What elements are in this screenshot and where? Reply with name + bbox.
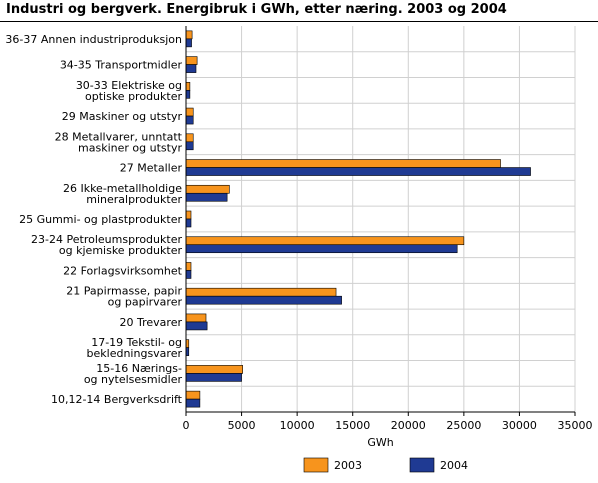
- category-label: 22 Forlagsvirksomhet: [63, 264, 183, 277]
- bar-2004: [185, 115, 194, 125]
- category-label: 15-16 Nærings-: [96, 362, 182, 375]
- bar-2004: [185, 64, 197, 73]
- category-label: og nytelsesmidler: [84, 373, 183, 386]
- bar-2004: [185, 38, 192, 48]
- bar-2004: [185, 141, 194, 151]
- legend-swatch-2003: [303, 457, 329, 473]
- bar-2004: [185, 321, 208, 331]
- chart-title: Industri og bergverk. Energibruk i GWh, …: [6, 2, 507, 17]
- bar-2003: [185, 365, 243, 374]
- category-label: 34-35 Transportmidler: [60, 59, 183, 72]
- x-tick-label: 15000: [335, 419, 370, 432]
- legend-label-2004: 2004: [440, 459, 468, 472]
- category-label: bekledningsvarer: [87, 347, 183, 360]
- bar-2004: [185, 270, 192, 279]
- category-label: 20 Trevarer: [120, 316, 183, 329]
- bars: [185, 30, 531, 408]
- category-label: 17-19 Tekstil- og: [91, 336, 182, 349]
- category-label: mineralprodukter: [86, 193, 182, 206]
- x-tick-label: 25000: [446, 419, 481, 432]
- bar-2003: [185, 184, 230, 194]
- x-tick-labels: 0 5000 10000 15000 20000 25000 30000 35000: [183, 419, 593, 432]
- category-label: og papirvarer: [108, 296, 183, 309]
- axes: [185, 26, 576, 416]
- x-tick-label: 0: [183, 419, 190, 432]
- category-labels: 36-37 Annen industriproduksjon 34-35 Tran…: [5, 33, 182, 406]
- x-tick-label: 10000: [280, 419, 315, 432]
- bar-2004: [185, 373, 242, 382]
- category-label: 23-24 Petroleumsprodukter: [31, 233, 182, 246]
- category-label: 36-37 Annen industriproduksjon: [5, 33, 182, 46]
- category-label: 10,12-14 Bergverksdrift: [51, 393, 183, 406]
- gridlines: [186, 26, 576, 412]
- bar-2004: [185, 218, 192, 228]
- bar-2004: [185, 244, 458, 254]
- category-label: 29 Maskiner og utstyr: [62, 110, 183, 123]
- legend-label-2003: 2003: [334, 459, 362, 472]
- bar-2003: [185, 133, 194, 143]
- bar-2003: [185, 107, 194, 117]
- bar-2003: [185, 236, 465, 246]
- category-label: 26 Ikke-metallholdige: [63, 182, 182, 195]
- x-tick-label: 35000: [558, 419, 593, 432]
- bar-2003: [185, 82, 191, 91]
- x-axis-title: GWh: [367, 436, 393, 449]
- bar-2003: [185, 30, 193, 40]
- bar-2004: [185, 167, 531, 176]
- bar-2004: [185, 90, 191, 99]
- category-label: 21 Papirmasse, papir: [66, 285, 182, 298]
- x-tick-label: 30000: [502, 419, 537, 432]
- category-label: optiske produkter: [85, 90, 182, 103]
- category-label: 30-33 Elektriske og: [76, 79, 182, 92]
- bar-2003: [185, 210, 192, 220]
- bar-2003: [185, 390, 201, 400]
- category-label: 28 Metallvarer, unntatt: [55, 130, 183, 143]
- bar-2003: [185, 56, 198, 65]
- bar-2003: [185, 287, 337, 297]
- legend-swatch-2004: [409, 457, 435, 473]
- category-label: og kjemiske produkter: [59, 244, 183, 257]
- x-tick-label: 5000: [228, 419, 256, 432]
- category-label: 25 Gummi- og plastprodukter: [19, 213, 182, 226]
- bar-2003: [185, 159, 501, 168]
- legend: 2003 2004: [303, 457, 468, 473]
- bar-2004: [185, 398, 201, 408]
- bar-2003: [185, 313, 207, 323]
- bar-2004: [185, 192, 228, 202]
- bar-2004: [185, 295, 342, 305]
- category-label: 27 Metaller: [120, 162, 183, 175]
- title-rule: [0, 21, 598, 22]
- bar-2003: [185, 262, 192, 271]
- x-tick-label: 20000: [391, 419, 426, 432]
- category-label: maskiner og utstyr: [78, 141, 182, 154]
